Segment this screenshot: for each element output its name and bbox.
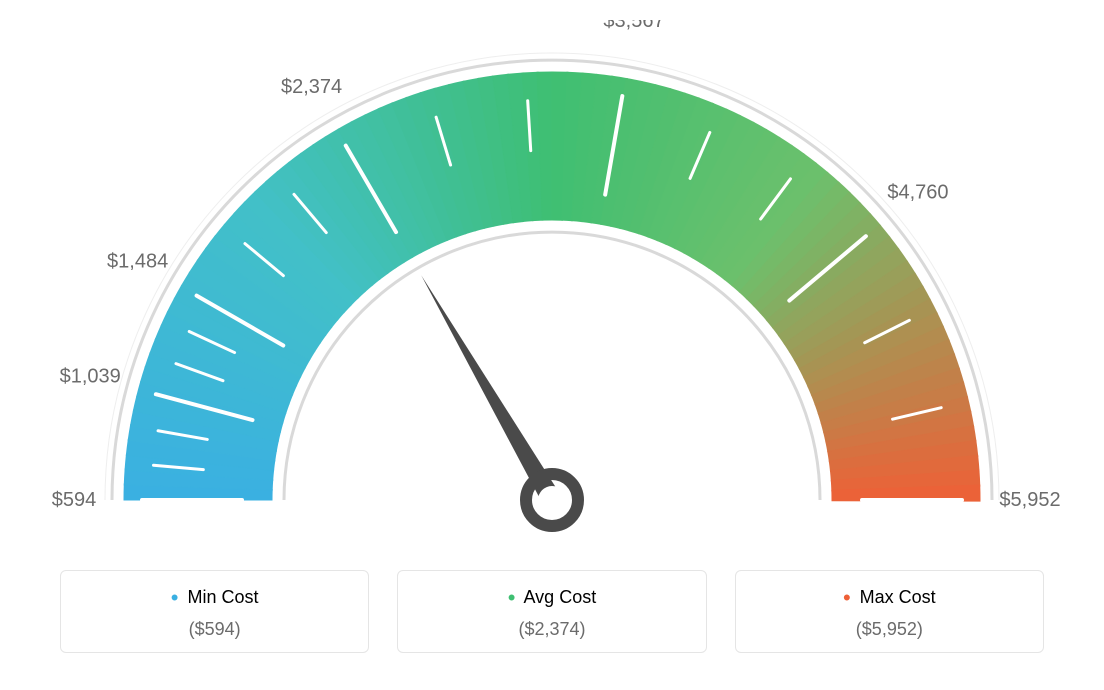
- legend-max-value: ($5,952): [746, 619, 1033, 640]
- svg-text:$1,484: $1,484: [107, 251, 168, 273]
- legend-max: • Max Cost ($5,952): [735, 570, 1044, 653]
- legend-avg-label: Avg Cost: [524, 587, 597, 607]
- gauge-svg: $594 $1,039 $1,484 $2,374 $3,567 $4,760 $5,952: [40, 20, 1064, 560]
- gauge-chart: $594 $1,039 $1,484 $2,374 $3,567 $4,760 $5,952: [40, 20, 1064, 560]
- legend-avg: • Avg Cost ($2,374): [397, 570, 706, 653]
- svg-text:$2,374: $2,374: [281, 76, 342, 98]
- dot-icon: •: [508, 585, 516, 610]
- svg-text:$3,567: $3,567: [603, 20, 664, 32]
- legend-min-value: ($594): [71, 619, 358, 640]
- svg-text:$5,952: $5,952: [999, 489, 1060, 511]
- dot-icon: •: [171, 585, 179, 610]
- legend-min-label: Min Cost: [188, 587, 259, 607]
- svg-text:$1,039: $1,039: [60, 366, 121, 388]
- legend-min-title: • Min Cost: [71, 585, 358, 611]
- legend-max-title: • Max Cost: [746, 585, 1033, 611]
- legend-avg-title: • Avg Cost: [408, 585, 695, 611]
- legend-max-label: Max Cost: [860, 587, 936, 607]
- svg-text:$594: $594: [52, 489, 97, 511]
- dot-icon: •: [843, 585, 851, 610]
- legend: • Min Cost ($594) • Avg Cost ($2,374) • …: [40, 570, 1064, 653]
- svg-text:$4,760: $4,760: [887, 181, 948, 203]
- legend-min: • Min Cost ($594): [60, 570, 369, 653]
- chart-container: $594 $1,039 $1,484 $2,374 $3,567 $4,760 $5,952…: [0, 0, 1104, 690]
- legend-avg-value: ($2,374): [408, 619, 695, 640]
